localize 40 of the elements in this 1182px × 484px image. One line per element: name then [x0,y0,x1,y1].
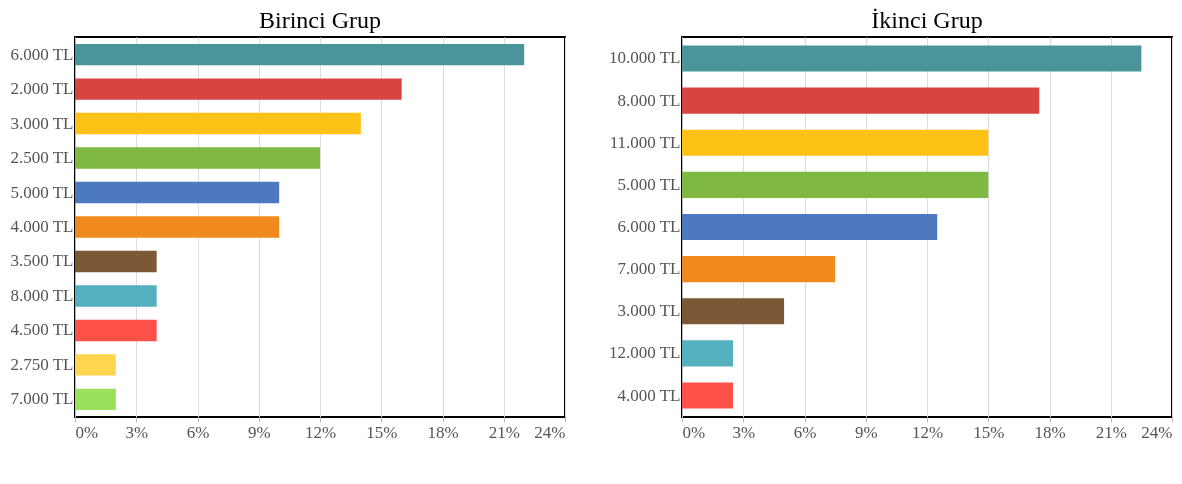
x-tick-label: 15% [973,422,1005,442]
y-tick-label: 4.000 TL [10,217,74,236]
y-tick-label: 6.000 TL [617,217,681,236]
x-tick-label: 18% [1034,422,1066,442]
y-tick-label: 3.500 TL [10,251,74,271]
x-tick-label: 0% [75,422,99,442]
x-tick-label: 24% [1141,422,1173,442]
y-tick-label: 5.000 TL [10,182,74,202]
chart-title: İkinci Grup [871,7,983,33]
y-tick-label: 5.000 TL [617,174,681,194]
y-tick-label: 6.000 TL [10,44,74,64]
x-tick-label: 18% [427,422,459,442]
y-tick-label: 2.750 TL [10,354,74,374]
x-tick-label: 0% [682,422,706,442]
x-tick-label: 9% [247,422,271,442]
y-tick-label: 8.000 TL [10,285,74,305]
y-tick-label: 8.000 TL [617,90,681,110]
x-tick-label: 9% [854,422,878,442]
x-tick-label: 21% [488,422,520,442]
y-tick-label: 3.000 TL [10,113,74,133]
x-tick-label: 12% [304,422,337,442]
x-tick-label: 12% [911,422,944,442]
x-tick-label: 3% [732,422,756,442]
y-tick-label: 4.000 TL [617,385,681,405]
x-tick-label: 6% [793,422,817,442]
y-tick-label: 10.000 TL [609,48,681,68]
chart-title: Birinci Grup [259,7,381,33]
y-tick-label: 7.000 TL [617,259,681,279]
y-tick-label: 7.000 TL [10,389,74,409]
y-tick-label: 3.000 TL [617,301,681,321]
y-tick-label: 12.000 TL [609,343,681,363]
y-tick-label: 2.500 TL [10,148,74,168]
x-tick-label: 24% [534,422,566,442]
y-tick-label: 2.000 TL [10,79,74,99]
y-tick-label: 4.500 TL [10,320,74,340]
x-tick-label: 15% [366,422,398,442]
x-tick-label: 3% [125,422,149,442]
x-tick-label: 21% [1095,422,1127,442]
y-tick-label: 11.000 TL [609,132,681,152]
x-tick-label: 6% [186,422,210,442]
